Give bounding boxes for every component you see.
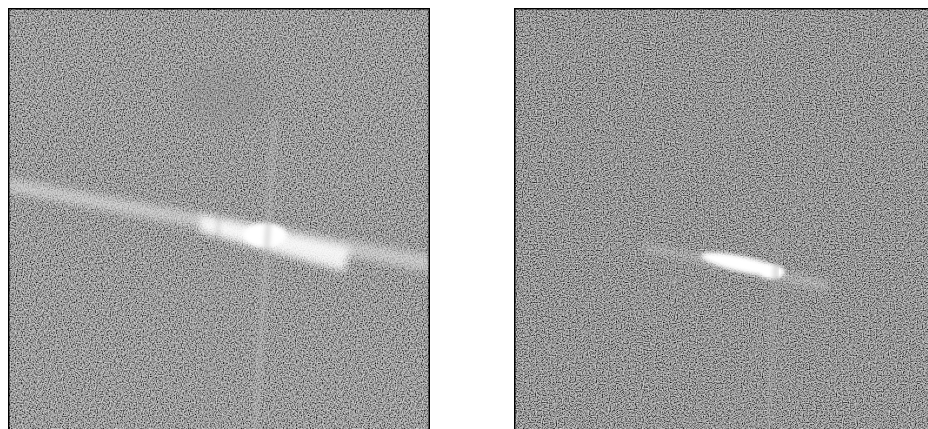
faint-glow bbox=[180, 65, 270, 125]
vertical-streak bbox=[202, 169, 225, 429]
vertical-streak bbox=[765, 234, 781, 429]
right-frame bbox=[514, 8, 928, 429]
noise-background bbox=[514, 8, 928, 429]
bright-spot bbox=[760, 265, 784, 279]
right-image bbox=[514, 8, 928, 429]
vertical-streak bbox=[252, 119, 278, 429]
left-image bbox=[8, 8, 430, 429]
left-frame bbox=[8, 8, 430, 429]
